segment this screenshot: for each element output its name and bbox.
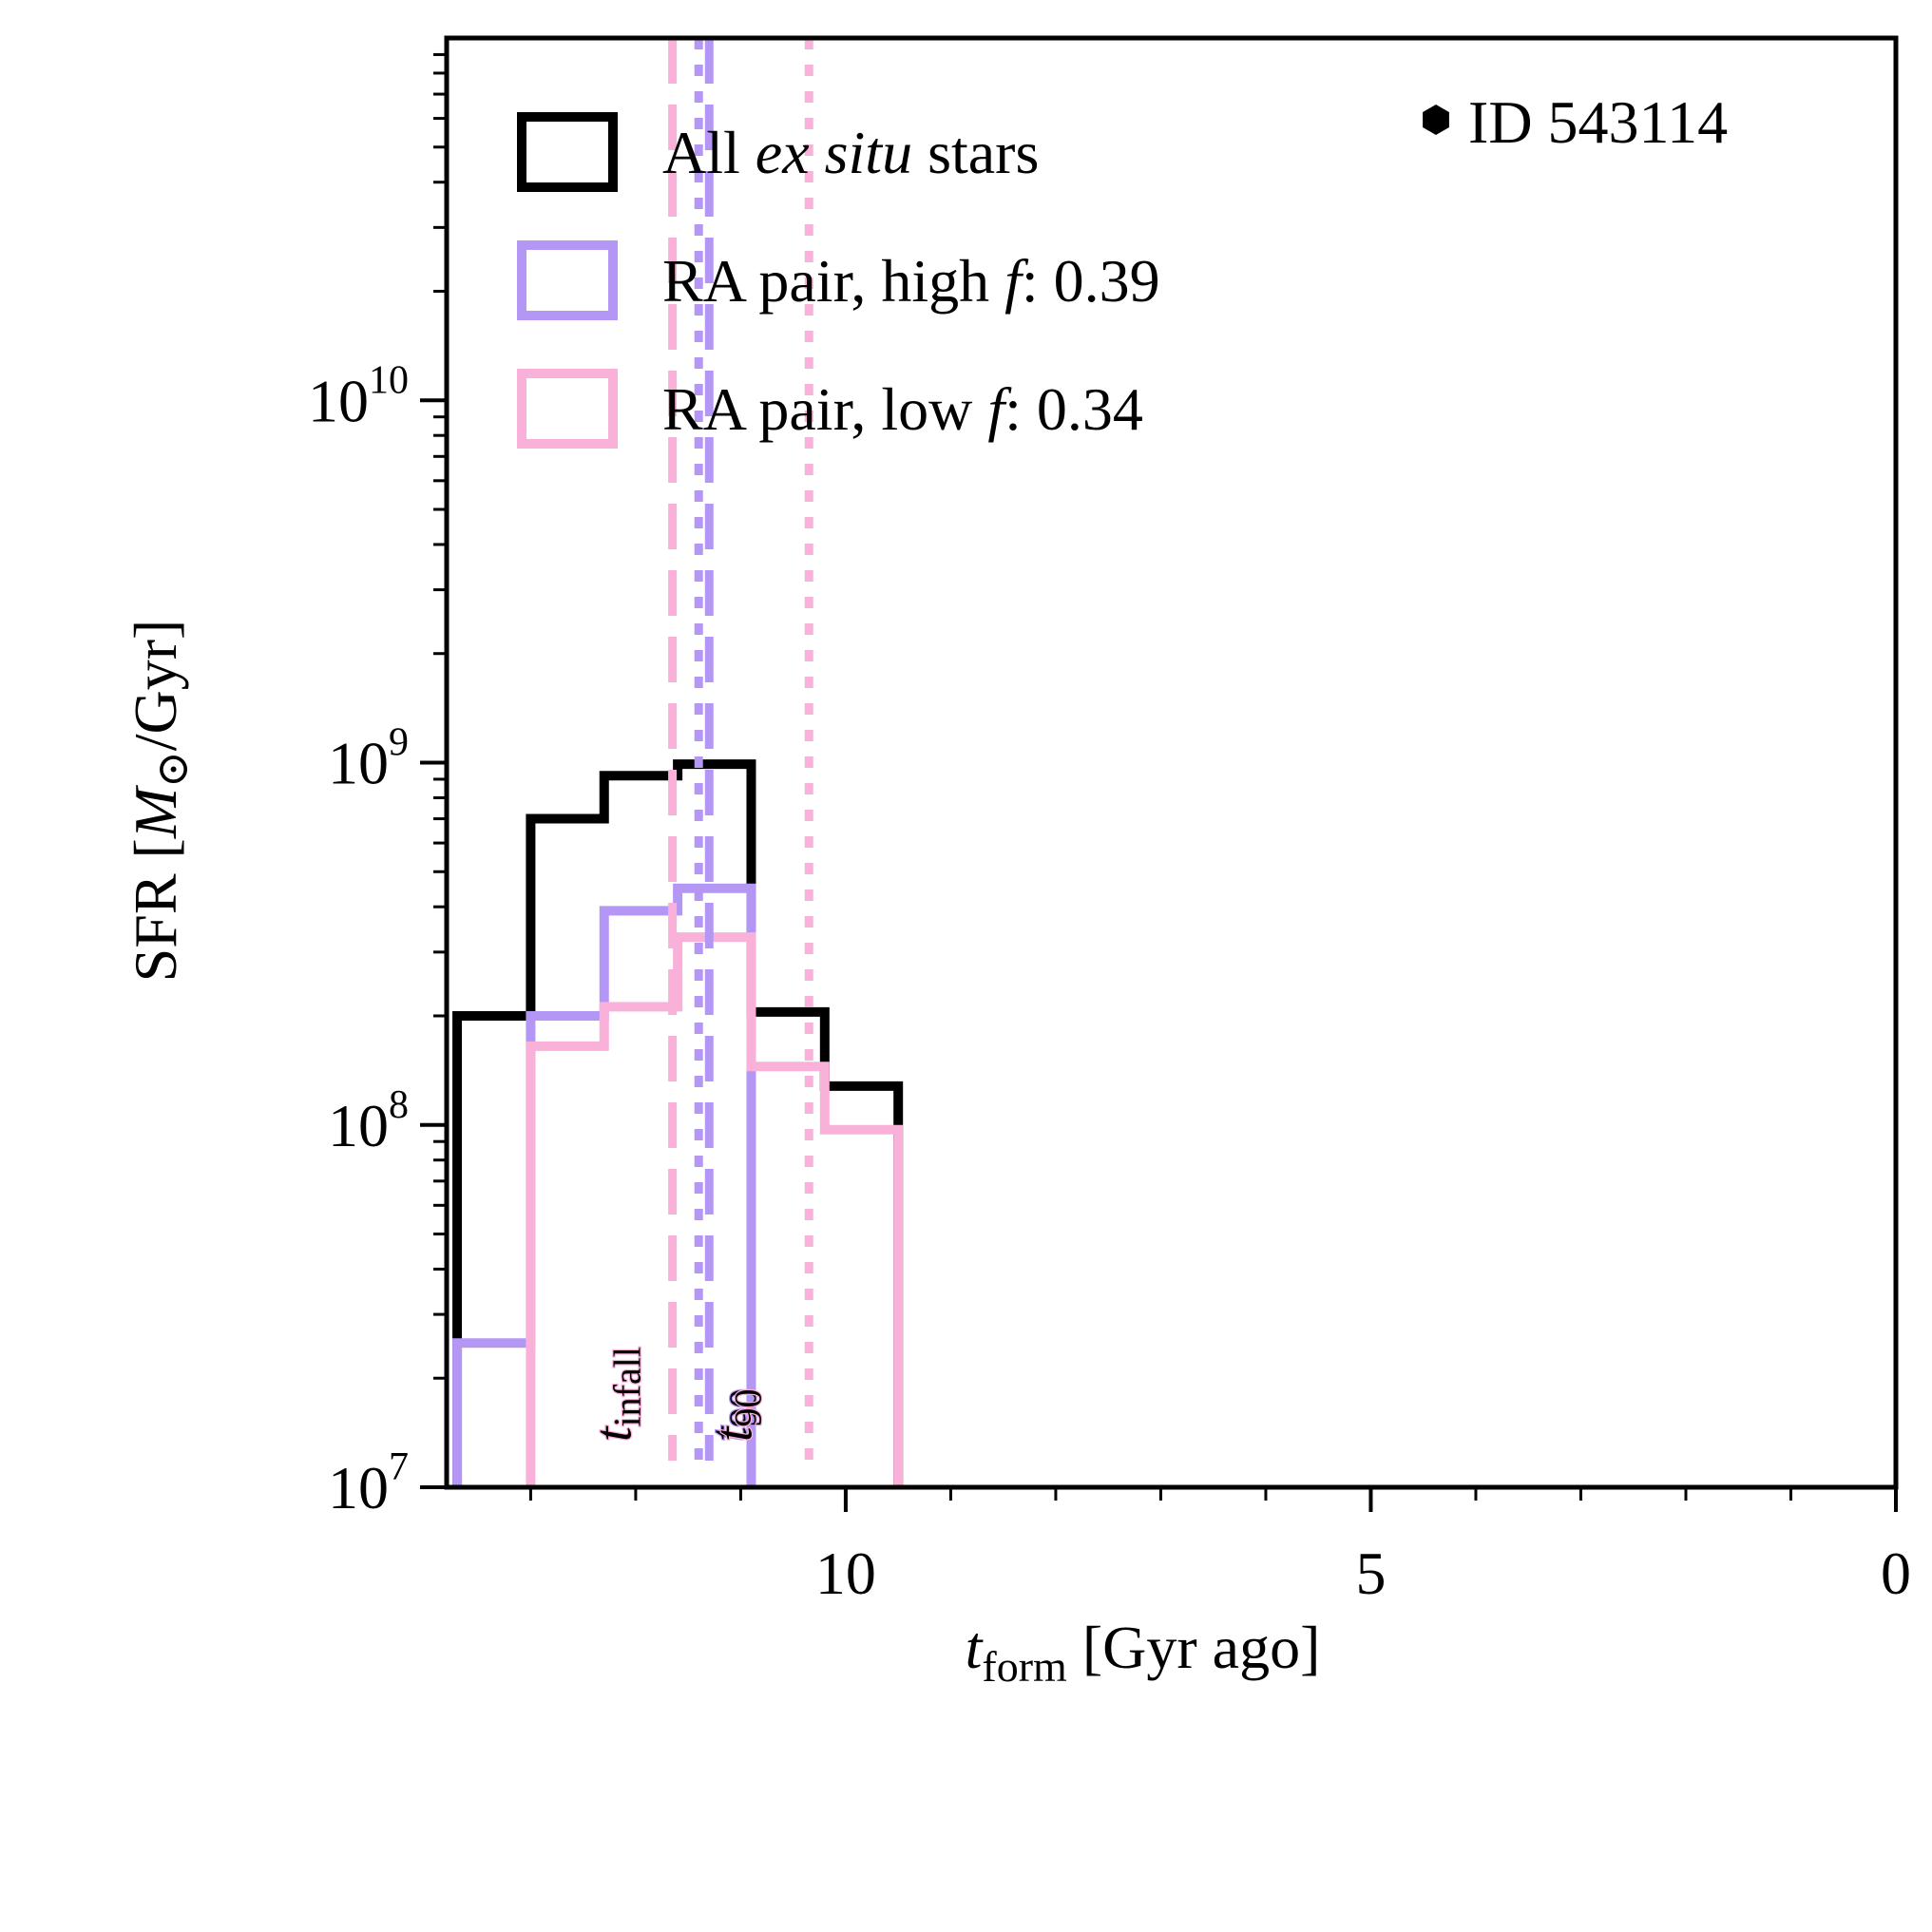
x-tick-label-0: 0 (1881, 1540, 1911, 1607)
x-tick-label-5: 5 (1355, 1540, 1386, 1607)
x-tick-label-10: 10 (815, 1540, 876, 1607)
legend-swatch-all (517, 112, 618, 192)
hexagon-marker-icon (1423, 105, 1449, 135)
y-axis-title: SFR [M⊙/Gyr] (122, 620, 197, 983)
id-annotation-label: ID 543114 (1468, 88, 1728, 156)
legend-label-high: RA pair, high f: 0.39 (662, 247, 1160, 315)
y-tick-label-1e9: 109 (328, 721, 409, 797)
series-low-step-line (526, 932, 904, 1487)
series-layer (452, 759, 904, 1487)
axes-layer: 10 5 0 107 108 109 1010 tform [Gyr ago] SFR [M⊙/… (122, 35, 1911, 1691)
y-tick-label-1e8: 108 (328, 1083, 409, 1159)
reference-lines-layer (668, 38, 813, 1461)
vline-label-90-1: t90 (699, 1388, 764, 1442)
legend-swatch-high (517, 240, 618, 320)
y-tick-label-1e10: 1010 (308, 358, 409, 434)
series-high-step-line (452, 883, 756, 1487)
vline-label-90-2: t90 (704, 1388, 769, 1442)
vline-label-infall-0: tinfall (583, 1347, 648, 1442)
legend-label-low: RA pair, low f: 0.34 (662, 375, 1143, 443)
id-annotation: ID 543114 (1423, 88, 1728, 156)
legend: All ex situ stars RA pair, high f: 0.39 RA… (517, 112, 1160, 449)
legend-swatch-low (517, 369, 618, 449)
y-tick-label-1e7: 107 (328, 1445, 409, 1521)
x-axis-title: tform [Gyr ago] (966, 1614, 1321, 1691)
legend-label-all: All ex situ stars (662, 119, 1039, 186)
